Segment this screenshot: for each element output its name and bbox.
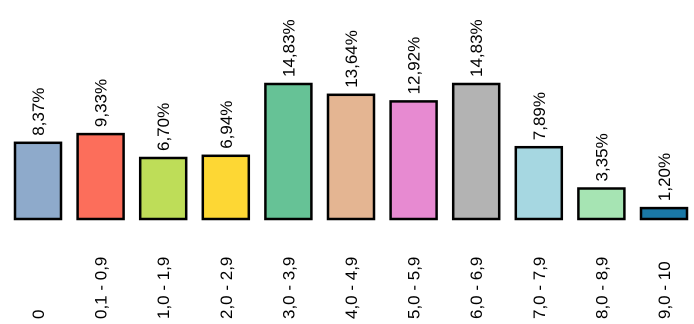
category-label-3: 2,0 - 2,9 — [217, 257, 236, 319]
category-label-1: 0,1 - 0,9 — [92, 257, 111, 319]
value-label-5: 13,64% — [342, 30, 361, 88]
value-label-1: 9,33% — [92, 79, 111, 127]
value-label-9: 3,35% — [592, 133, 611, 181]
value-label-3: 6,94% — [217, 101, 236, 149]
category-label-8: 7,0 - 7,9 — [530, 257, 549, 319]
value-label-8: 7,89% — [530, 92, 549, 140]
category-labels-group: 0 0,1 - 0,9 1,0 - 1,9 2,0 - 2,9 3,0 - 3,9 4,0… — [29, 257, 674, 319]
bars-group — [13, 82, 689, 221]
category-label-4: 3,0 - 3,9 — [279, 257, 298, 319]
value-label-2: 6,70% — [154, 103, 173, 151]
value-label-6: 12,92% — [405, 37, 424, 95]
value-labels-group: 8,37% 9,33% 6,70% 6,94% 14,83% 13,64% 12,92% 14… — [29, 19, 674, 201]
bar-0 — [13, 141, 63, 221]
category-label-6: 5,0 - 5,9 — [405, 257, 424, 319]
bar-2 — [138, 156, 188, 221]
value-label-7: 14,83% — [467, 19, 486, 77]
category-label-10: 9,0 - 10 — [655, 261, 674, 319]
bar-8 — [514, 145, 564, 221]
value-label-10: 1,20% — [655, 153, 674, 201]
bar-4 — [264, 82, 313, 221]
bar-9 — [577, 187, 626, 221]
bar-5 — [326, 93, 376, 221]
bar-6 — [389, 100, 438, 221]
category-label-2: 1,0 - 1,9 — [154, 257, 173, 319]
bar-1 — [76, 132, 125, 221]
value-label-4: 14,83% — [279, 19, 298, 77]
category-label-5: 4,0 - 4,9 — [342, 257, 361, 319]
value-label-0: 8,37% — [29, 88, 48, 136]
bar-3 — [201, 154, 251, 221]
category-label-9: 8,0 - 8,9 — [592, 257, 611, 319]
category-label-0: 0 — [29, 310, 48, 319]
category-label-7: 6,0 - 6,9 — [467, 257, 486, 319]
bar-10 — [639, 206, 689, 221]
bar-7 — [451, 82, 501, 221]
